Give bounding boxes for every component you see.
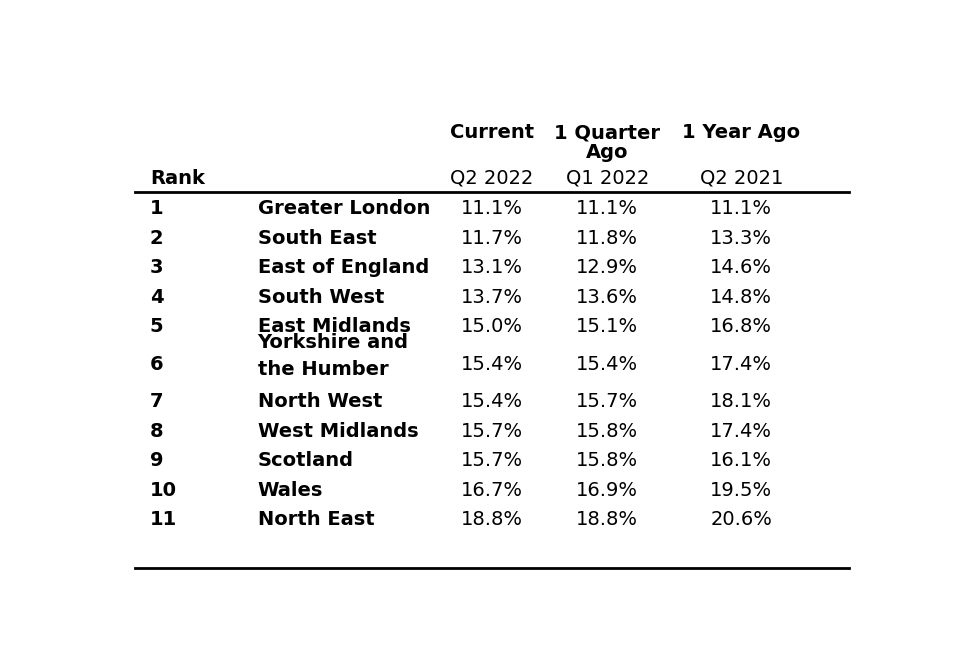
Text: 16.7%: 16.7% [461, 481, 523, 500]
Text: 11.1%: 11.1% [461, 199, 523, 218]
Text: 8: 8 [150, 422, 163, 441]
Text: 15.7%: 15.7% [576, 393, 638, 411]
Text: Yorkshire and
the Humber: Yorkshire and the Humber [257, 333, 409, 379]
Text: Q2 2022: Q2 2022 [450, 169, 534, 188]
Text: 13.6%: 13.6% [576, 288, 638, 307]
Text: 16.9%: 16.9% [576, 481, 638, 500]
Text: 18.8%: 18.8% [576, 510, 638, 529]
Text: 14.6%: 14.6% [710, 258, 772, 277]
Text: 13.1%: 13.1% [461, 258, 523, 277]
Text: South West: South West [257, 288, 384, 307]
Text: 2: 2 [150, 229, 163, 248]
Text: 17.4%: 17.4% [710, 422, 772, 441]
Text: 15.8%: 15.8% [576, 451, 638, 471]
Text: 15.8%: 15.8% [576, 422, 638, 441]
Text: 19.5%: 19.5% [710, 481, 772, 500]
Text: 6: 6 [150, 355, 163, 374]
Text: North East: North East [257, 510, 374, 529]
Text: Current: Current [450, 123, 534, 142]
Text: Ago: Ago [586, 143, 629, 162]
Text: 15.1%: 15.1% [576, 317, 638, 336]
Text: 15.4%: 15.4% [576, 355, 638, 374]
Text: West Midlands: West Midlands [257, 422, 419, 441]
Text: Q2 2021: Q2 2021 [700, 169, 783, 188]
Text: 11.1%: 11.1% [710, 199, 772, 218]
Text: 4: 4 [150, 288, 163, 307]
Text: 15.0%: 15.0% [461, 317, 523, 336]
Text: 11: 11 [150, 510, 177, 529]
Text: Rank: Rank [150, 169, 204, 188]
Text: 10: 10 [150, 481, 177, 500]
Text: Q1 2022: Q1 2022 [565, 169, 649, 188]
Text: 16.1%: 16.1% [710, 451, 772, 471]
Text: 18.1%: 18.1% [710, 393, 772, 411]
Text: 1: 1 [150, 199, 163, 218]
Text: North West: North West [257, 393, 382, 411]
Text: South East: South East [257, 229, 376, 248]
Text: 5: 5 [150, 317, 163, 336]
Text: East of England: East of England [257, 258, 429, 277]
Text: Scotland: Scotland [257, 451, 353, 471]
Text: 12.9%: 12.9% [576, 258, 638, 277]
Text: 13.7%: 13.7% [461, 288, 523, 307]
Text: East Midlands: East Midlands [257, 317, 411, 336]
Text: 15.7%: 15.7% [461, 451, 523, 471]
Text: 11.8%: 11.8% [576, 229, 638, 248]
Text: 11.7%: 11.7% [461, 229, 523, 248]
Text: 14.8%: 14.8% [710, 288, 772, 307]
Text: 16.8%: 16.8% [710, 317, 772, 336]
Text: 18.8%: 18.8% [461, 510, 523, 529]
Text: Greater London: Greater London [257, 199, 430, 218]
Text: 11.1%: 11.1% [576, 199, 638, 218]
Text: Wales: Wales [257, 481, 323, 500]
Text: 7: 7 [150, 393, 163, 411]
Text: 20.6%: 20.6% [710, 510, 772, 529]
Text: 15.4%: 15.4% [461, 355, 523, 374]
Text: 1 Quarter: 1 Quarter [554, 123, 660, 142]
Text: 1 Year Ago: 1 Year Ago [683, 123, 801, 142]
Text: 3: 3 [150, 258, 163, 277]
Text: 17.4%: 17.4% [710, 355, 772, 374]
Text: 13.3%: 13.3% [710, 229, 772, 248]
Text: 15.4%: 15.4% [461, 393, 523, 411]
Text: 9: 9 [150, 451, 163, 471]
Text: 15.7%: 15.7% [461, 422, 523, 441]
